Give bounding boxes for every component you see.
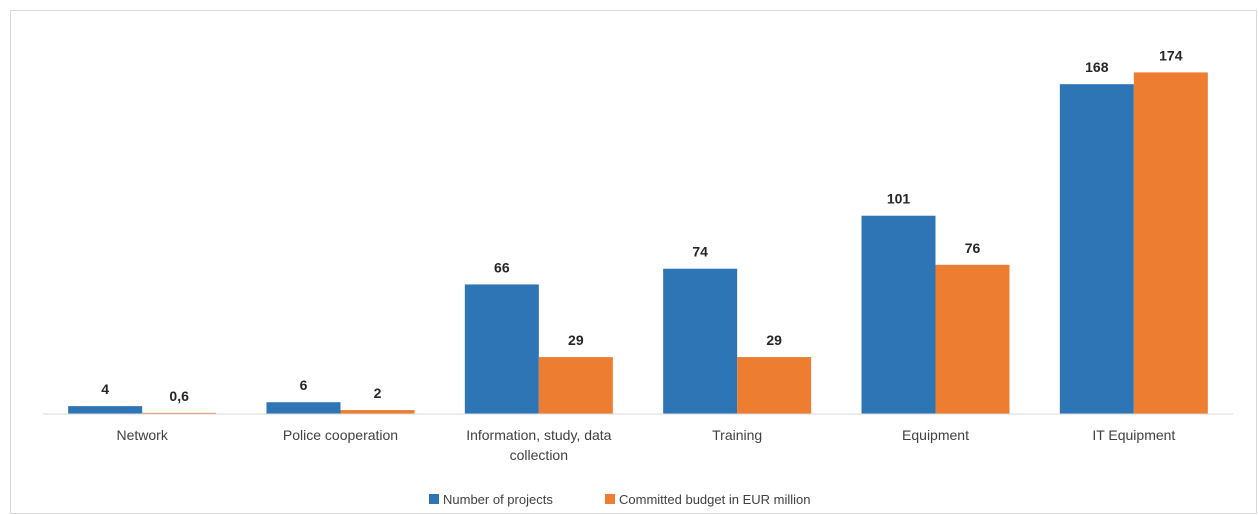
- category-label-0: Network: [116, 427, 168, 443]
- category-label-2-line2: collection: [510, 447, 568, 463]
- bars-layer: [68, 72, 1208, 414]
- bar-budget-2: [538, 357, 613, 414]
- bar-budget-4: [935, 264, 1010, 414]
- bar-projects-3: [663, 268, 738, 414]
- data-label-projects-3: 74: [692, 244, 708, 260]
- data-labels-layer: 4 0,6 6 2 66 29 74 29 101 76 168 174: [101, 47, 1182, 403]
- data-label-budget-0: 0,6: [169, 388, 189, 404]
- data-label-budget-3: 29: [766, 332, 782, 348]
- data-label-projects-4: 101: [887, 191, 911, 207]
- legend-swatch-budget: [605, 494, 615, 504]
- data-label-projects-1: 6: [300, 377, 308, 393]
- bar-chart: 4 0,6 6 2 66 29 74 29 101 76 168 174 Network Police …: [43, 47, 1233, 507]
- data-label-budget-4: 76: [965, 240, 981, 256]
- bar-projects-0: [68, 406, 143, 414]
- chart-frame: 4 0,6 6 2 66 29 74 29 101 76 168 174 Network Police …: [10, 10, 1257, 514]
- category-label-4: Equipment: [902, 427, 969, 443]
- category-label-2: Information, study, data: [466, 427, 611, 443]
- bar-projects-4: [861, 215, 936, 414]
- bar-budget-3: [737, 357, 812, 414]
- bar-projects-1: [266, 402, 341, 414]
- category-label-5: IT Equipment: [1092, 427, 1175, 443]
- category-labels-layer: Network Police cooperation Information, st…: [116, 427, 1175, 463]
- category-label-1: Police cooperation: [283, 427, 398, 443]
- data-label-projects-5: 168: [1085, 59, 1109, 75]
- data-label-projects-0: 4: [101, 381, 109, 397]
- bar-budget-5: [1133, 72, 1208, 414]
- data-label-budget-5: 174: [1159, 47, 1183, 63]
- data-label-budget-1: 2: [374, 385, 382, 401]
- legend: Number of projects Committed budget in EU…: [429, 492, 810, 507]
- bar-projects-5: [1059, 84, 1134, 414]
- bar-budget-0: [142, 412, 217, 414]
- legend-label-budget: Committed budget in EUR million: [619, 492, 810, 507]
- legend-swatch-projects: [429, 494, 439, 504]
- bar-projects-2: [464, 284, 539, 414]
- category-label-3: Training: [712, 427, 762, 443]
- data-label-budget-2: 29: [568, 332, 584, 348]
- data-label-projects-2: 66: [494, 259, 510, 275]
- bar-budget-1: [340, 410, 415, 414]
- legend-label-projects: Number of projects: [443, 492, 553, 507]
